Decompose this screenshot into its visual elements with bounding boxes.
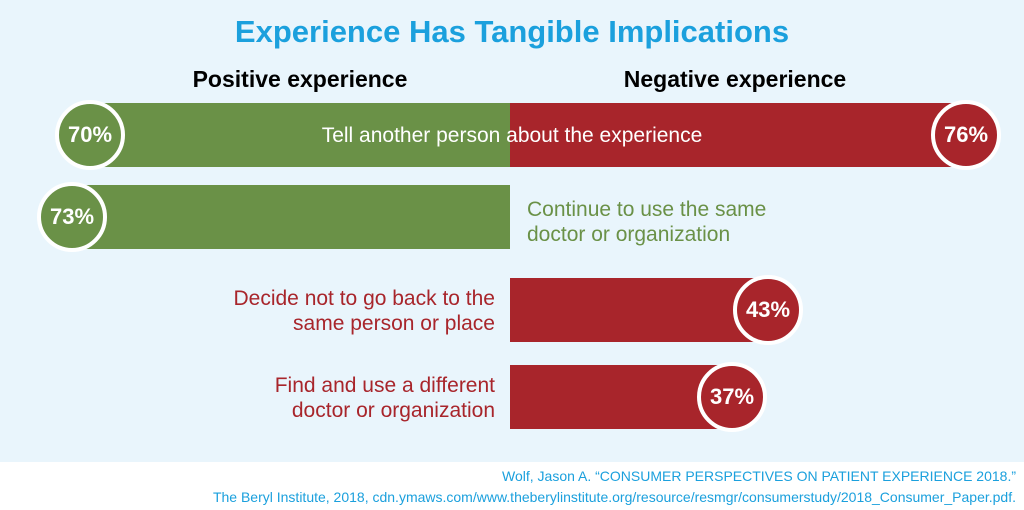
negative-header: Negative experience xyxy=(623,66,847,92)
row-label: Continue to use the same doctor or organ… xyxy=(527,198,767,246)
negative-bar xyxy=(510,103,966,167)
row-label: Find and use a different doctor or organ… xyxy=(274,374,495,422)
positive-value-label: 70% xyxy=(55,100,125,170)
positive-bar xyxy=(90,103,510,167)
negative-bar xyxy=(510,278,768,342)
row-label: Decide not to go back to the same person… xyxy=(233,287,495,335)
positive-bar xyxy=(72,185,510,249)
negative-bar xyxy=(510,365,732,429)
negative-value-label: 37% xyxy=(697,362,767,432)
positive-header: Positive experience xyxy=(192,66,408,92)
source-line-1: Wolf, Jason A. “CONSUMER PERSPECTIVES ON… xyxy=(502,468,1016,484)
positive-value-label: 73% xyxy=(37,182,107,252)
chart-title: Experience Has Tangible Implications xyxy=(234,14,790,49)
footer: Wolf, Jason A. “CONSUMER PERSPECTIVES ON… xyxy=(0,462,1024,510)
negative-value-label: 76% xyxy=(931,100,1001,170)
row-label: Tell another person about the experience xyxy=(321,124,703,147)
source-line-2: The Beryl Institute, 2018, cdn.ymaws.com… xyxy=(212,489,1016,505)
negative-value-label: 43% xyxy=(733,275,803,345)
